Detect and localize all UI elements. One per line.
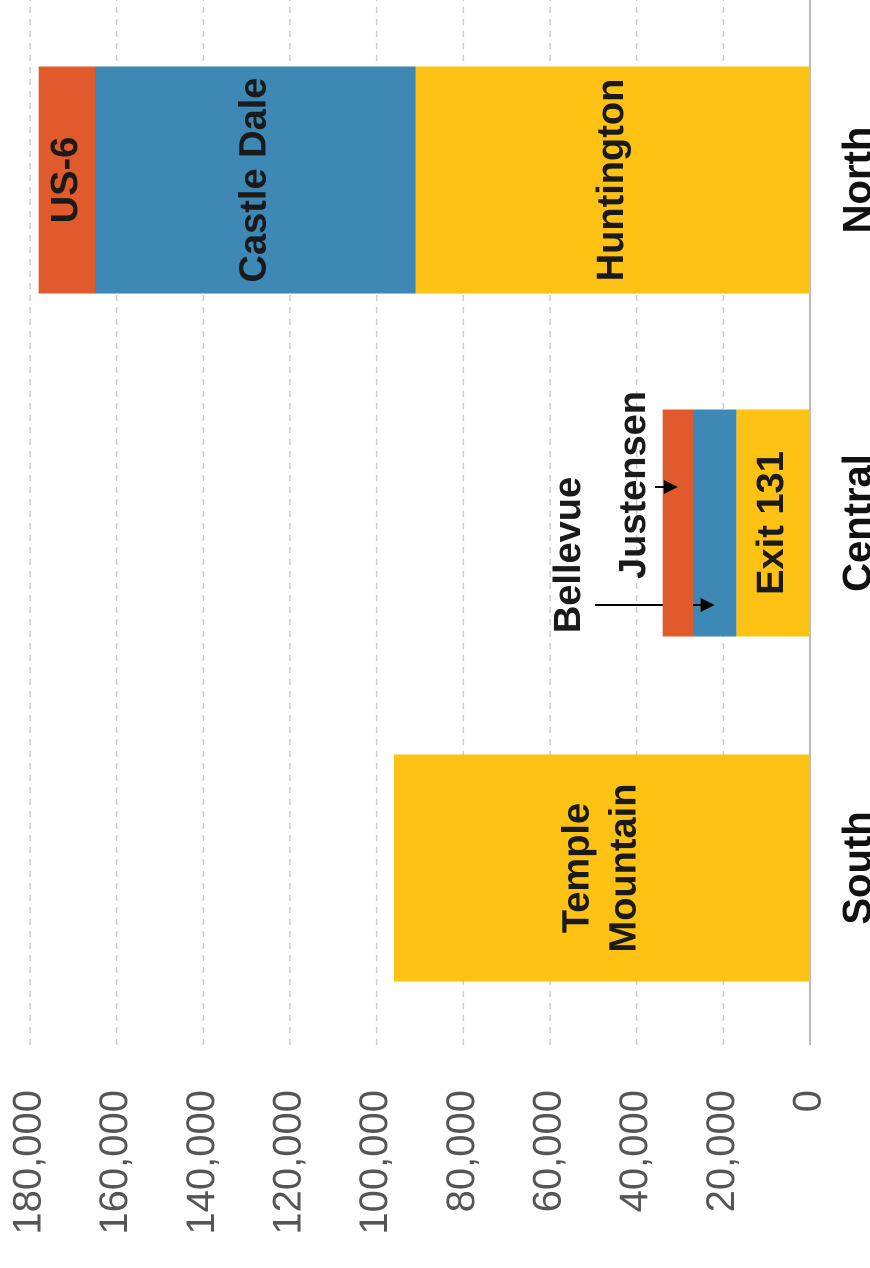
segment-label: US-6 <box>44 137 86 224</box>
arrow-head <box>663 480 678 494</box>
y-tick-label: 160,000 <box>92 1090 136 1235</box>
bar-segment <box>394 754 810 982</box>
y-tick-label: 80,000 <box>439 1090 483 1212</box>
x-tick-label: North <box>836 127 870 234</box>
segment-label: Temple <box>556 803 598 933</box>
y-tick-label: 40,000 <box>612 1090 656 1212</box>
bar-segment <box>662 409 694 637</box>
y-tick-label: 60,000 <box>526 1090 570 1212</box>
y-tick-label: 120,000 <box>266 1090 310 1235</box>
segment-annotation: Justensen <box>612 391 654 579</box>
y-tick-label: 140,000 <box>179 1090 223 1235</box>
bar-segment <box>736 409 810 637</box>
arrow-head <box>700 598 715 612</box>
segment-label: Mountain <box>603 784 645 953</box>
y-tick-label: 100,000 <box>352 1090 396 1235</box>
segment-label: Exit 131 <box>750 451 792 595</box>
y-tick-label: 20,000 <box>699 1090 743 1212</box>
bar-segment <box>95 66 416 294</box>
segment-label: Castle Dale <box>232 78 274 283</box>
bar-segment <box>38 66 95 294</box>
bar-segment <box>693 409 737 637</box>
x-tick-label: South <box>836 811 870 924</box>
bar-segment <box>415 66 810 294</box>
rotated-plot: 0 20,000 40,000 60,000 80,000 100,000 120,000 1… <box>6 0 870 1235</box>
segment-label: Huntington <box>590 79 632 282</box>
segment-annotation: Bellevue <box>547 477 589 633</box>
y-tick-label: 180,000 <box>6 1090 50 1235</box>
x-tick-label: Central <box>836 454 870 592</box>
y-tick-label: 0 <box>786 1090 830 1112</box>
